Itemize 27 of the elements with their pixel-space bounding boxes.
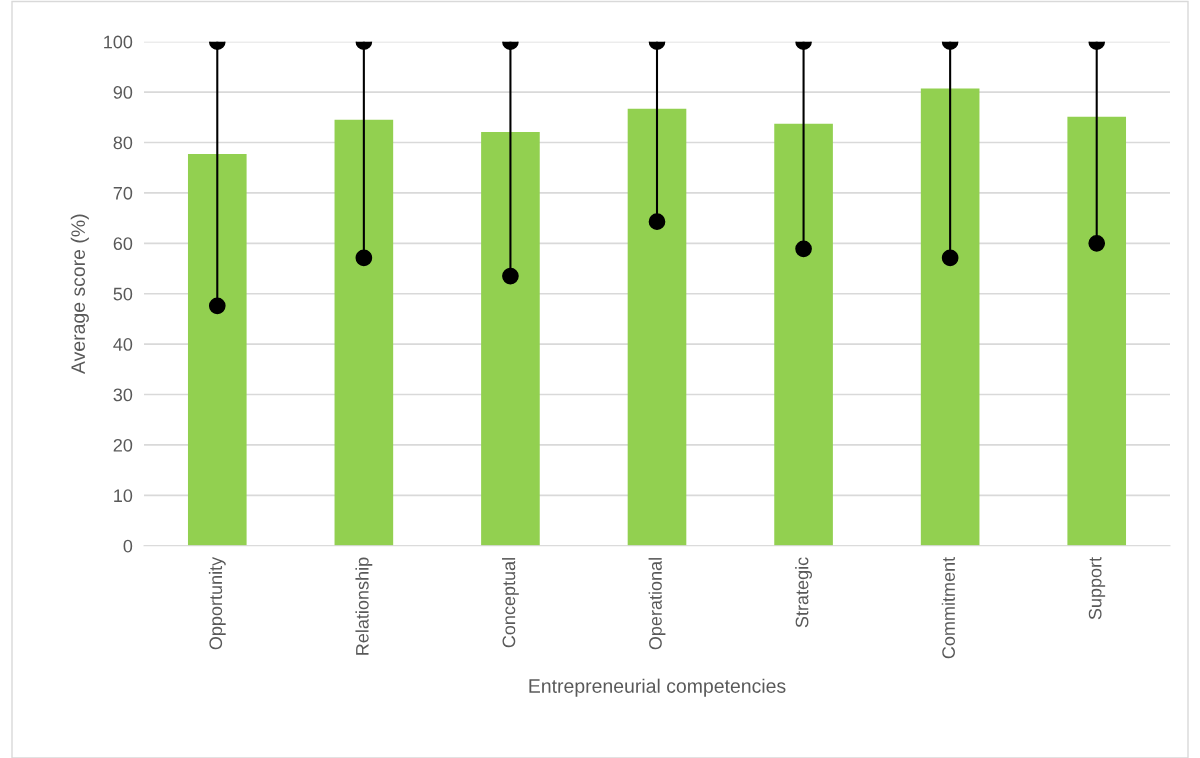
y-tick-label: 40 xyxy=(113,338,133,351)
x-tick-label: Conceptual xyxy=(502,558,519,648)
bar xyxy=(1067,116,1127,546)
y-tick-label: 80 xyxy=(113,136,133,150)
x-tick-label: Relationship xyxy=(355,557,373,655)
y-tick-label: 30 xyxy=(113,388,133,402)
bar xyxy=(920,88,980,546)
y-tick-label: 90 xyxy=(113,86,133,99)
y-tick-label: 20 xyxy=(113,438,133,452)
x-tick-label: Opportunity xyxy=(208,556,226,650)
bar xyxy=(187,154,247,546)
bar xyxy=(774,123,833,546)
x-tick-label: Support xyxy=(1088,557,1106,620)
bar xyxy=(334,119,394,546)
bar xyxy=(481,131,540,546)
y-tick-label: 0 xyxy=(123,539,133,553)
x-tick-label: Operational xyxy=(648,558,666,650)
x-axis-title: Entrepreneurial competencies xyxy=(529,678,786,697)
x-tick-label: Strategic xyxy=(795,557,812,628)
bar xyxy=(627,108,687,546)
x-tick-label: Commitment xyxy=(941,557,955,659)
y-tick-label: 50 xyxy=(113,287,133,301)
y-axis-title: Average score (%) xyxy=(70,214,89,375)
y-tick-label: 10 xyxy=(114,489,133,503)
y-tick-label: 100 xyxy=(104,35,133,49)
y-tick-label: 60 xyxy=(113,237,133,251)
y-tick-label: 70 xyxy=(113,186,133,200)
